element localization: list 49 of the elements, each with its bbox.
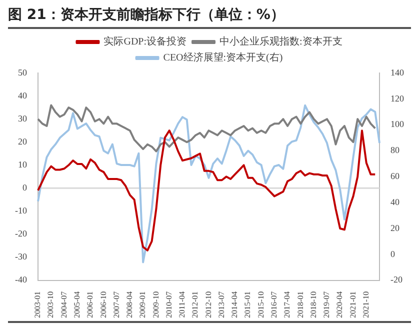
x-tick-label: 2016-07 [270, 291, 279, 318]
x-tick-label: 2015-10 [256, 291, 266, 318]
legend-label: 实际GDP:设备投资 [104, 36, 187, 48]
y2-tick-label: 120 [390, 93, 404, 104]
chart-title: 图 21：资本开支前瞻指标下行（单位：%） [8, 4, 411, 29]
y2-tick-label: 20 [390, 222, 400, 233]
y-tick-label: 50 [18, 67, 28, 78]
y2-tick-label: 80 [390, 145, 400, 156]
y-tick-label: 30 [18, 113, 28, 124]
x-tick-label: 2003-01 [33, 291, 42, 318]
x-tick-label: 2014-04 [230, 291, 240, 318]
x-tick-label: 2007-07 [112, 291, 121, 318]
x-tick-label: 2003-10 [46, 291, 56, 318]
x-tick-label: 2017-04 [282, 291, 292, 318]
x-tick-label: 2021-01 [348, 291, 358, 318]
y2-tick-label: 140 [390, 67, 404, 78]
legend-label: CEO经济展望:资本开支(右) [163, 52, 283, 64]
legend-label: 中小企业乐观指数:资本开支 [220, 36, 342, 48]
y-tick-label: 20 [18, 136, 28, 146]
y2-tick-label: 60 [390, 171, 400, 182]
x-tick-label: 2012-10 [204, 291, 213, 318]
y-tick-label: 40 [18, 90, 28, 100]
x-tick-label: 2013-07 [216, 291, 226, 318]
x-tick-label: 2009-01 [138, 291, 148, 318]
y-tick-label: 10 [18, 160, 28, 170]
y-tick-label: -10 [14, 206, 28, 216]
x-tick-label: 2018-01 [296, 291, 305, 318]
x-tick-label: 2019-07 [322, 291, 332, 318]
x-tick-label: 2018-10 [308, 291, 318, 318]
y-tick-label: 0 [22, 182, 28, 193]
x-tick-label: 2020-04 [335, 291, 344, 318]
x-tick-label: 2008-04 [125, 291, 134, 318]
y2-tick-label: 0 [390, 248, 396, 259]
y-tick-label: -30 [14, 252, 28, 262]
x-tick-label: 2009-10 [151, 291, 160, 318]
x-tick-label: 2006-01 [86, 291, 95, 318]
x-tick-label: 2005-04 [72, 291, 82, 318]
y2-tick-label: 100 [390, 119, 404, 130]
x-tick-label: 2015-01 [243, 291, 252, 318]
x-tick-label: 2012-01 [190, 291, 200, 318]
y2-tick-label: 40 [390, 196, 400, 207]
y2-tick-label: -20 [390, 274, 403, 285]
x-tick-label: 2006-10 [98, 291, 108, 318]
x-tick-label: 2021-10 [361, 291, 370, 318]
x-tick-label: 2011-04 [178, 291, 187, 318]
x-tick-label: 2010-07 [164, 291, 174, 318]
x-tick-label: 2004-07 [59, 291, 68, 318]
y-tick-label: -40 [14, 274, 28, 285]
y-tick-label: -20 [14, 228, 28, 239]
